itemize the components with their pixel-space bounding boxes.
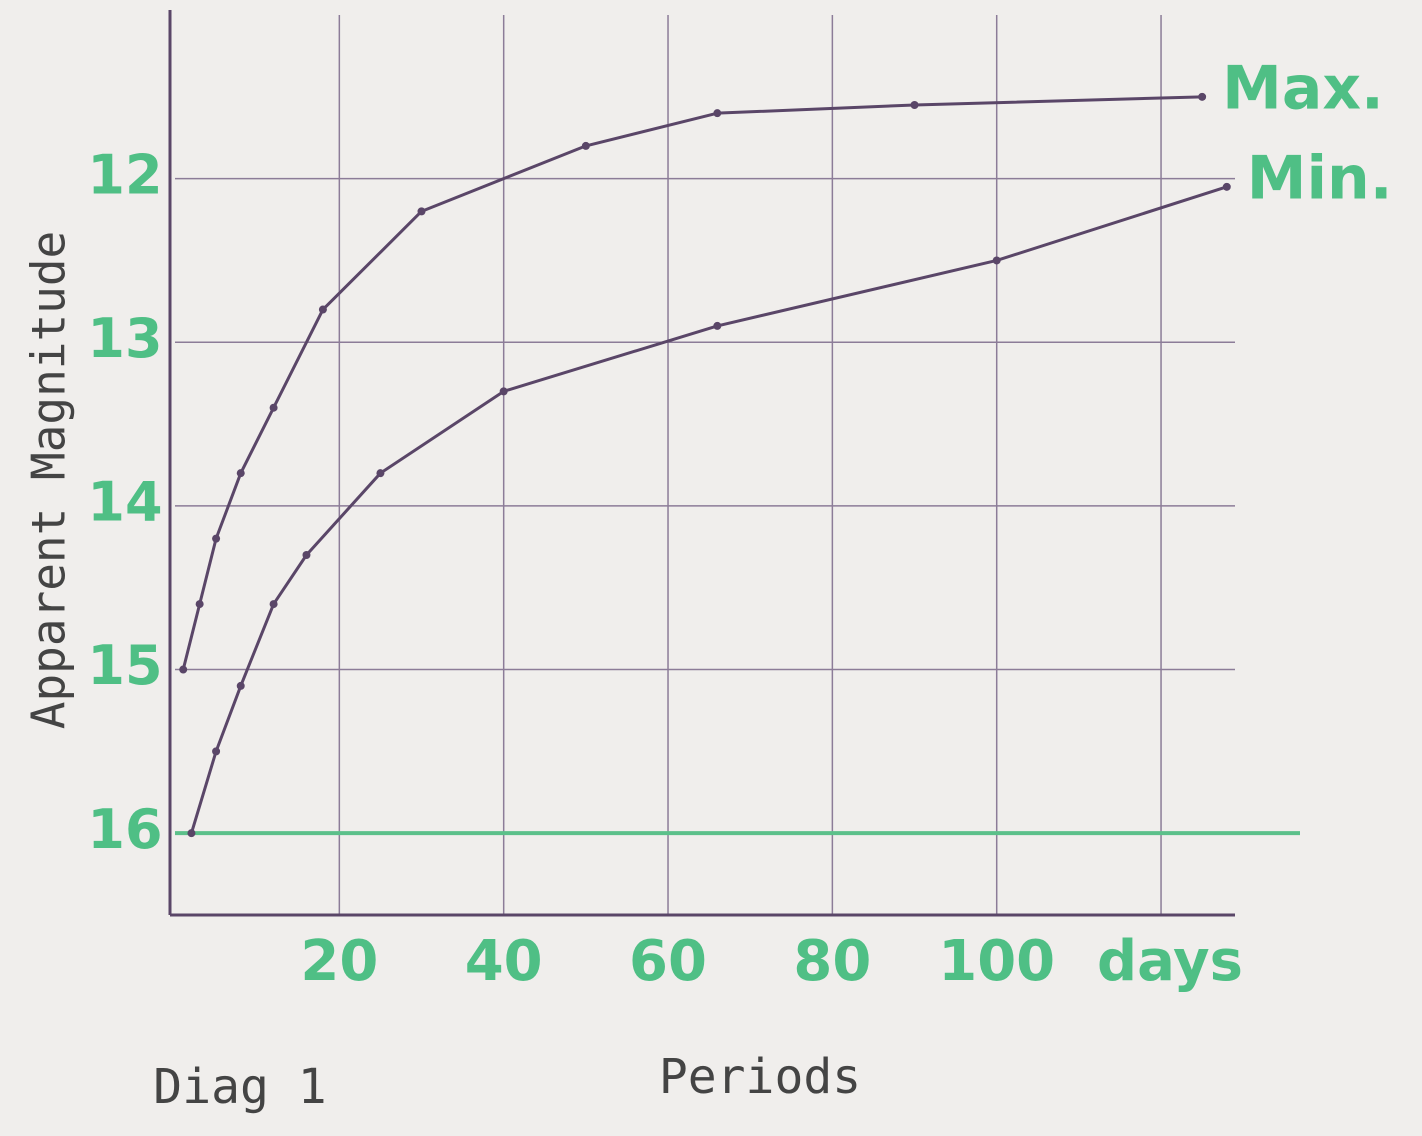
data-point [236, 469, 245, 478]
data-point [187, 829, 196, 838]
x-tick-label: 20 [300, 929, 378, 994]
x-unit: days [1097, 929, 1243, 994]
data-point [1198, 92, 1207, 101]
data-point [236, 681, 245, 690]
legend-label: Min. [1247, 143, 1393, 213]
data-point [212, 747, 221, 756]
y-tick-label: 14 [87, 471, 162, 534]
data-point [1222, 182, 1231, 191]
x-tick-label: 80 [793, 929, 871, 994]
x-axis-label: Periods [659, 1049, 861, 1105]
data-point [713, 321, 722, 330]
y-tick-label: 15 [87, 634, 162, 697]
legend-label: Max. [1222, 53, 1384, 123]
data-point [302, 551, 311, 559]
y-tick-label: 13 [87, 307, 162, 370]
y-tick-label: 16 [87, 798, 162, 861]
caption: Diag 1 [153, 1059, 326, 1115]
y-tick-label: 12 [87, 143, 162, 206]
data-point [499, 387, 508, 396]
x-tick-label: 40 [465, 929, 543, 994]
data-point [212, 534, 221, 543]
x-tick-label: 60 [629, 929, 707, 994]
y-axis-label: Apparent Magnitude [22, 231, 76, 730]
data-point [992, 256, 1001, 265]
data-point [581, 141, 590, 150]
data-point [713, 109, 722, 118]
data-point [195, 600, 204, 609]
data-point [269, 600, 278, 609]
data-point [269, 403, 278, 412]
data-point [417, 207, 426, 216]
x-tick-label: 100 [938, 929, 1055, 994]
data-point [179, 665, 188, 674]
data-point [376, 469, 385, 478]
data-point [318, 305, 327, 314]
data-point [910, 101, 919, 109]
series-line [189, 185, 1228, 834]
